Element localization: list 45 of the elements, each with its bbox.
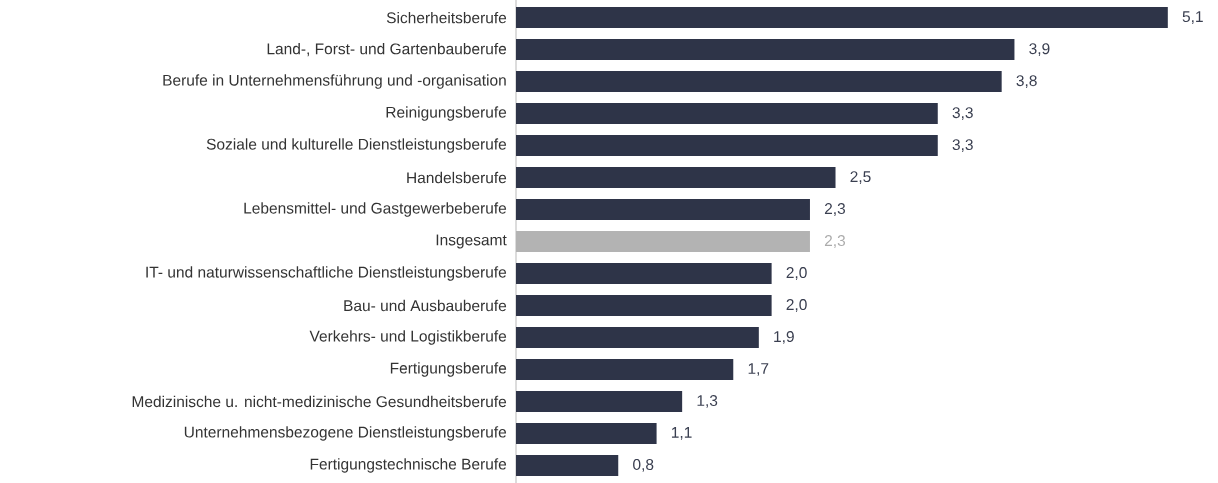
- y-tick-label: Fertigungsberufe: [390, 362, 507, 377]
- y-tick-label: Lebensmittel- und Gastgewerbeberufe: [244, 202, 507, 217]
- data-label: 2,0: [786, 299, 807, 312]
- data-label: 2,5: [850, 171, 871, 184]
- bar: [516, 358, 734, 380]
- bar: [516, 294, 772, 316]
- y-tick-label: Soziale und kulturelle Dienstleistungsberufe: [206, 138, 507, 153]
- y-tick-label: Unternehmensbezogene Dienstleistungsberufe: [184, 426, 507, 441]
- bar: [516, 167, 836, 189]
- bar: [516, 199, 810, 221]
- y-tick-label: Berufe in Unternehmensführung und -organisation: [163, 74, 506, 89]
- data-label: 1,3: [697, 395, 718, 408]
- bar: [516, 39, 1015, 61]
- data-label: 2,3: [824, 235, 846, 248]
- data-label: 1,1: [671, 427, 692, 440]
- bar: [516, 422, 657, 444]
- data-label: 5,1: [1182, 11, 1203, 24]
- bar: [516, 326, 759, 348]
- y-tick-label: Sicherheitsberufe: [386, 11, 507, 24]
- bar: [516, 7, 1168, 29]
- bar: [516, 454, 619, 476]
- y-tick-label: Handelsberufe: [407, 171, 507, 184]
- bar: [516, 71, 1002, 93]
- y-tick-label: Reinigungsberufe: [386, 106, 507, 121]
- data-label: 3,9: [1029, 43, 1050, 56]
- y-tick-label: Insgesamt: [436, 234, 507, 249]
- y-tick-label: Verkehrs- und Logistikberufe: [309, 330, 507, 345]
- data-label: 3,8: [1016, 75, 1037, 88]
- y-tick-label: IT- und naturwissenschaftliche Dienstleistungsberufe: [146, 266, 507, 281]
- bar: [516, 103, 938, 125]
- bar: [516, 135, 938, 157]
- data-label: 2,0: [786, 267, 807, 280]
- y-tick-label: Land-, Forst- und Gartenbauberufe: [267, 42, 507, 57]
- y-tick-label: Medizinische u. nicht-medizinische Gesundheitsberufe: [132, 395, 507, 408]
- data-label: 0,8: [633, 459, 654, 472]
- data-label: 3,3: [952, 107, 973, 120]
- data-label: 1,9: [774, 331, 794, 344]
- bar: [516, 390, 683, 412]
- data-label: 1,7: [748, 363, 769, 376]
- bar: [516, 231, 810, 253]
- y-tick-label: Bau- und Ausbauberufe: [344, 299, 507, 312]
- data-label: 3,3: [952, 139, 973, 152]
- data-label: 2,3: [824, 203, 846, 216]
- y-tick-label: Fertigungstechnische Berufe: [310, 458, 507, 473]
- bar: [516, 262, 772, 284]
